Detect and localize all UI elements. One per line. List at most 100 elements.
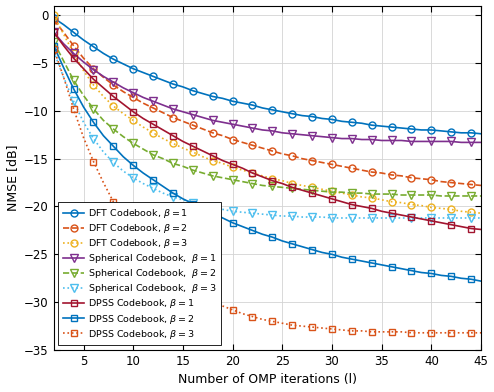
DFT Codebook, $\beta = 1$ <box>240 101 246 105</box>
Spherical Codebook,  $\beta = 3$ <box>399 216 405 220</box>
DFT Codebook, $\beta = 1$ <box>319 116 325 121</box>
DPSS Codebook, $\beta = 1$ <box>180 139 186 144</box>
Line: DPSS Codebook, $\beta = 3$: DPSS Codebook, $\beta = 3$ <box>50 45 485 336</box>
DPSS Codebook, $\beta = 3$ <box>438 330 444 335</box>
DFT Codebook, $\beta = 1$ <box>448 129 454 134</box>
Line: DFT Codebook, $\beta = 2$: DFT Codebook, $\beta = 2$ <box>50 16 485 189</box>
DPSS Codebook, $\beta = 2$ <box>359 259 365 263</box>
DFT Codebook, $\beta = 1$ <box>180 85 186 89</box>
DFT Codebook, $\beta = 1$ <box>428 128 434 132</box>
Spherical Codebook,  $\beta = 2$ <box>249 181 255 186</box>
Spherical Codebook,  $\beta = 3$ <box>130 176 136 180</box>
Spherical Codebook,  $\beta = 2$ <box>121 134 126 139</box>
DFT Codebook, $\beta = 2$ <box>100 75 106 80</box>
DFT Codebook, $\beta = 1$ <box>389 125 395 129</box>
DPSS Codebook, $\beta = 1$ <box>349 202 355 207</box>
DPSS Codebook, $\beta = 1$ <box>100 85 106 90</box>
DPSS Codebook, $\beta = 1$ <box>428 218 434 223</box>
Spherical Codebook,  $\beta = 2$ <box>100 118 106 123</box>
DPSS Codebook, $\beta = 2$ <box>299 244 305 249</box>
DPSS Codebook, $\beta = 3$ <box>170 272 176 277</box>
Spherical Codebook,  $\beta = 2$ <box>299 187 305 192</box>
DPSS Codebook, $\beta = 2$ <box>200 206 206 211</box>
Spherical Codebook,  $\beta = 3$ <box>468 216 474 220</box>
DPSS Codebook, $\beta = 2$ <box>428 271 434 276</box>
Spherical Codebook,  $\beta = 2$ <box>389 192 395 196</box>
DFT Codebook, $\beta = 3$ <box>369 196 374 200</box>
DPSS Codebook, $\beta = 2$ <box>289 241 295 246</box>
DPSS Codebook, $\beta = 1$ <box>170 133 176 138</box>
DFT Codebook, $\beta = 2$ <box>200 127 206 131</box>
DFT Codebook, $\beta = 1$ <box>249 103 255 107</box>
DPSS Codebook, $\beta = 3$ <box>309 325 315 329</box>
DPSS Codebook, $\beta = 1$ <box>359 204 365 209</box>
DPSS Codebook, $\beta = 1$ <box>379 209 385 214</box>
Spherical Codebook,  $\beta = 1$ <box>130 90 136 95</box>
Spherical Codebook,  $\beta = 3$ <box>140 181 146 186</box>
DPSS Codebook, $\beta = 3$ <box>319 326 325 330</box>
DFT Codebook, $\beta = 3$ <box>438 206 444 211</box>
DPSS Codebook, $\beta = 2$ <box>468 277 474 281</box>
DFT Codebook, $\beta = 2$ <box>428 177 434 182</box>
DFT Codebook, $\beta = 2$ <box>210 131 216 135</box>
Spherical Codebook,  $\beta = 2$ <box>140 147 146 151</box>
Line: Spherical Codebook,  $\beta = 3$: Spherical Codebook, $\beta = 3$ <box>49 47 485 222</box>
Spherical Codebook,  $\beta = 1$ <box>389 138 395 143</box>
DPSS Codebook, $\beta = 3$ <box>418 330 424 335</box>
Spherical Codebook,  $\beta = 3$ <box>478 216 484 220</box>
DFT Codebook, $\beta = 1$ <box>399 126 405 131</box>
DPSS Codebook, $\beta = 1$ <box>458 224 464 229</box>
Spherical Codebook,  $\beta = 2$ <box>468 194 474 198</box>
Spherical Codebook,  $\beta = 1$ <box>200 115 206 120</box>
DFT Codebook, $\beta = 3$ <box>468 210 474 214</box>
DPSS Codebook, $\beta = 3$ <box>359 328 365 333</box>
Spherical Codebook,  $\beta = 1$ <box>379 138 385 143</box>
DFT Codebook, $\beta = 1$ <box>160 78 166 83</box>
Spherical Codebook,  $\beta = 3$ <box>329 216 335 220</box>
DFT Codebook, $\beta = 1$ <box>130 66 136 71</box>
Y-axis label: NMSE [dB]: NMSE [dB] <box>5 145 19 211</box>
DPSS Codebook, $\beta = 1$ <box>240 166 246 171</box>
DPSS Codebook, $\beta = 3$ <box>259 317 265 322</box>
DFT Codebook, $\beta = 1$ <box>110 57 116 62</box>
DFT Codebook, $\beta = 2$ <box>458 181 464 186</box>
DPSS Codebook, $\beta = 1$ <box>190 144 196 149</box>
DPSS Codebook, $\beta = 3$ <box>458 330 464 335</box>
DPSS Codebook, $\beta = 3$ <box>140 242 146 247</box>
DPSS Codebook, $\beta = 3$ <box>220 304 226 309</box>
Spherical Codebook,  $\beta = 1$ <box>428 139 434 144</box>
DFT Codebook, $\beta = 3$ <box>299 183 305 188</box>
DPSS Codebook, $\beta = 1$ <box>90 77 96 82</box>
Spherical Codebook,  $\beta = 3$ <box>409 216 414 220</box>
DFT Codebook, $\beta = 1$ <box>100 51 106 56</box>
Spherical Codebook,  $\beta = 3$ <box>210 205 216 210</box>
Spherical Codebook,  $\beta = 2$ <box>110 127 116 131</box>
Spherical Codebook,  $\beta = 1$ <box>220 120 226 125</box>
Spherical Codebook,  $\beta = 2$ <box>230 177 236 182</box>
DPSS Codebook, $\beta = 3$ <box>210 299 216 303</box>
DFT Codebook, $\beta = 1$ <box>150 74 156 79</box>
DFT Codebook, $\beta = 3$ <box>180 146 186 151</box>
Spherical Codebook,  $\beta = 3$ <box>339 216 345 220</box>
Spherical Codebook,  $\beta = 3$ <box>190 200 196 205</box>
Spherical Codebook,  $\beta = 1$ <box>468 140 474 145</box>
DPSS Codebook, $\beta = 3$ <box>230 307 236 312</box>
DPSS Codebook, $\beta = 2$ <box>110 144 116 149</box>
DPSS Codebook, $\beta = 2$ <box>339 255 345 260</box>
Line: DFT Codebook, $\beta = 1$: DFT Codebook, $\beta = 1$ <box>50 15 485 137</box>
DPSS Codebook, $\beta = 3$ <box>369 330 374 334</box>
DFT Codebook, $\beta = 1$ <box>259 105 265 110</box>
DFT Codebook, $\beta = 3$ <box>339 191 345 196</box>
DPSS Codebook, $\beta = 1$ <box>309 191 315 196</box>
Spherical Codebook,  $\beta = 3$ <box>379 216 385 220</box>
Spherical Codebook,  $\beta = 3$ <box>90 136 96 141</box>
DFT Codebook, $\beta = 1$ <box>90 44 96 49</box>
DFT Codebook, $\beta = 2$ <box>438 179 444 184</box>
Spherical Codebook,  $\beta = 1$ <box>418 139 424 144</box>
DFT Codebook, $\beta = 3$ <box>240 168 246 172</box>
Spherical Codebook,  $\beta = 1$ <box>438 139 444 144</box>
Spherical Codebook,  $\beta = 2$ <box>379 192 385 196</box>
DFT Codebook, $\beta = 2$ <box>130 95 136 100</box>
DFT Codebook, $\beta = 1$ <box>71 30 77 35</box>
DPSS Codebook, $\beta = 2$ <box>319 250 325 255</box>
